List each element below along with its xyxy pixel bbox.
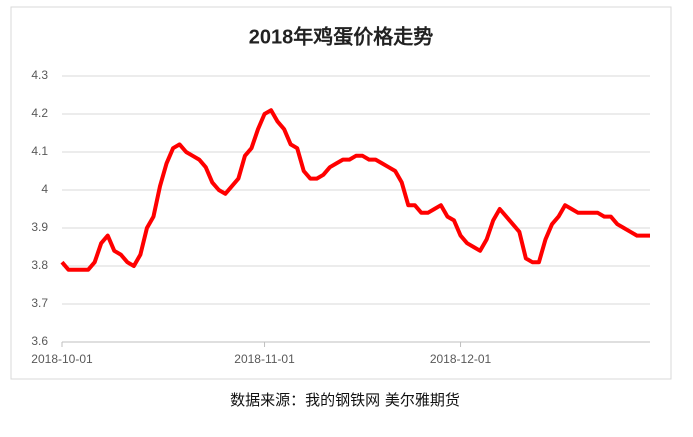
chart-frame <box>10 6 672 380</box>
chart-title: 2018年鸡蛋价格走势 <box>249 24 434 48</box>
x-tick-label: 2018-12-01 <box>430 352 492 366</box>
y-tick-label: 3.9 <box>31 220 48 234</box>
line-series <box>60 108 650 272</box>
x-tick-label: 2018-11-01 <box>234 352 295 366</box>
y-tick-label: 3.8 <box>31 258 48 272</box>
source-note: 数据来源：我的钢铁网 美尔雅期货 <box>230 391 460 409</box>
y-tick-label: 3.7 <box>31 296 48 310</box>
y-tick-label: 4.3 <box>31 68 48 82</box>
x-tick-label: 2018-10-01 <box>31 352 93 366</box>
y-tick-label: 4.2 <box>31 106 48 120</box>
y-tick-label: 4 <box>41 182 48 196</box>
y-tick-label: 3.6 <box>31 334 48 348</box>
y-tick-label: 4.1 <box>31 144 48 158</box>
